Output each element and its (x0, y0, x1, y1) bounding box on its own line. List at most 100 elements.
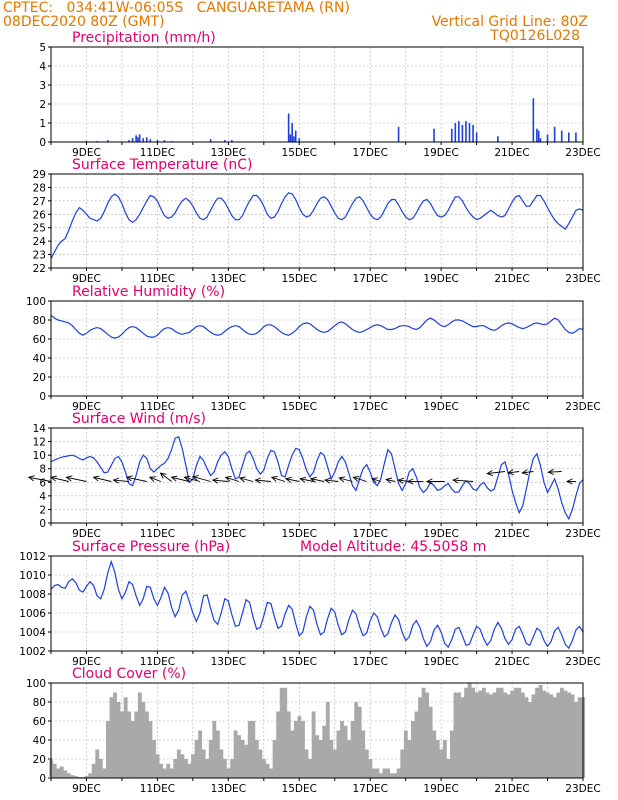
wind-line (50, 436, 584, 521)
x-tick-label: 19DEC (423, 656, 458, 668)
wind-arrow (66, 476, 87, 482)
x-tick-label: 15DEC (282, 147, 317, 159)
cloud-cover-bar (329, 740, 334, 778)
y-tick-label: 0 (39, 137, 46, 149)
wind-arrow-head (284, 476, 292, 483)
y-tick-label: 1002 (19, 646, 46, 658)
cloud-cover-bar (347, 740, 351, 778)
x-tick-label: 19DEC (423, 528, 458, 540)
cloud-cover-bar (396, 768, 401, 778)
cloud-cover-bar (446, 759, 451, 778)
precip-bar (450, 128, 453, 142)
cloud-cover-bar (240, 740, 245, 778)
cloud-cover-bar (254, 740, 259, 778)
wind-arrow (160, 472, 172, 482)
precip-bar (156, 140, 159, 142)
x-tick-label: 23DEC (565, 273, 600, 285)
precip-bar (546, 134, 549, 142)
cloud-cover-bar (315, 735, 320, 778)
y-tick-label: 80 (33, 315, 46, 327)
cloud-cover-bar (148, 721, 153, 778)
precip-bar (539, 138, 542, 142)
x-tick-label: 17DEC (352, 656, 387, 668)
wind-arrow (508, 471, 520, 474)
wind-arrow (548, 471, 562, 473)
humidity-frame (50, 300, 584, 397)
cloud-cover-bar (208, 740, 213, 778)
cloud-cover-bar (184, 759, 188, 778)
x-tick-label: 21DEC (494, 147, 529, 159)
cloud-cover-bar (403, 730, 408, 778)
pressure-panel: Surface Pressure (hPa) Model Altitude: 45… (19, 539, 600, 668)
y-tick-label: 25 (33, 223, 46, 235)
cloud-cover-bar (563, 690, 568, 778)
cloud-cover-bar (418, 697, 422, 778)
cloud-cover-bar (414, 711, 419, 778)
wind-arrow (255, 479, 271, 482)
cloud-cover-bar (269, 768, 273, 778)
wind-arrow (386, 478, 396, 482)
y-tick-label: 0 (39, 773, 46, 785)
cloud-cover-bar (258, 749, 263, 778)
y-tick-label: 60 (33, 716, 46, 728)
cloud-cover-bar (237, 735, 242, 778)
cloud-cover-bar (155, 754, 160, 778)
precip-bar (560, 130, 563, 142)
cloud-cover-bar (485, 692, 490, 778)
cloud-cover-bar (98, 759, 103, 778)
cloud-cover-bar (134, 711, 139, 778)
cloud-cover-bar (570, 694, 575, 778)
wind-arrow-head (238, 476, 246, 483)
cloud-cover-bar (556, 692, 561, 778)
cloud-cover-bar (318, 740, 323, 778)
cloud-cover-bar (577, 697, 582, 778)
x-tick-label: 13DEC (211, 147, 246, 159)
wind-arrow-head (338, 476, 346, 483)
cloud-cover-bar (517, 687, 522, 778)
cloud-cover-bar (70, 775, 75, 778)
cloud-cover-bar (467, 683, 472, 778)
y-tick-label: 100 (26, 296, 46, 308)
precip-bar (454, 123, 457, 142)
wind-arrow (149, 476, 162, 482)
y-tick-label: 28 (33, 182, 46, 194)
cloud-cover-bar (371, 768, 376, 778)
cloud-cover-bar (332, 749, 337, 778)
x-tick-label: 15DEC (282, 783, 317, 795)
cloud-cover-bar (283, 687, 288, 778)
x-tick-label: 23DEC (565, 656, 600, 668)
cloud-cover-bar (166, 763, 171, 778)
wind-arrow-head (370, 477, 378, 484)
x-tick-label: 19DEC (423, 147, 458, 159)
wind-arrow (225, 476, 240, 482)
cloud-cover-bar (442, 740, 447, 778)
x-tick-label: 9DEC (72, 273, 101, 285)
cloud-cover-bar (350, 721, 355, 778)
y-tick-label: 2 (39, 504, 46, 516)
cloud-cover-bar (336, 730, 341, 778)
pressure-frame (50, 555, 584, 652)
cloud-cover-bar (230, 759, 234, 778)
wind-arrow (271, 476, 286, 482)
x-tick-label: 23DEC (565, 147, 600, 159)
cloud-cover-bar (95, 749, 100, 778)
y-tick-label: 1010 (19, 570, 46, 582)
cloud-cover-bar (552, 697, 557, 778)
wind-arrow-head (254, 477, 262, 484)
precip-bar (209, 139, 212, 142)
cloud-cover-bar (389, 773, 394, 778)
cloud-cover-bar (471, 687, 476, 778)
wind-arrow-head (92, 475, 100, 482)
cloud-cover-bar (386, 768, 391, 778)
x-tick-label: 19DEC (423, 273, 458, 285)
cloud-cover-bar (393, 773, 398, 778)
x-tick-label: 17DEC (352, 147, 387, 159)
wind-arrow-head (452, 477, 459, 484)
wind-arrow-head (309, 476, 317, 483)
cloud-cover-bar (574, 702, 578, 778)
cloud-cover-bar (244, 744, 249, 778)
precip-bar (137, 137, 139, 142)
cloud-cover-bar (102, 768, 107, 778)
temperature-title: Surface Temperature (nC) (72, 157, 253, 173)
cloud-cover-frame (50, 682, 584, 779)
